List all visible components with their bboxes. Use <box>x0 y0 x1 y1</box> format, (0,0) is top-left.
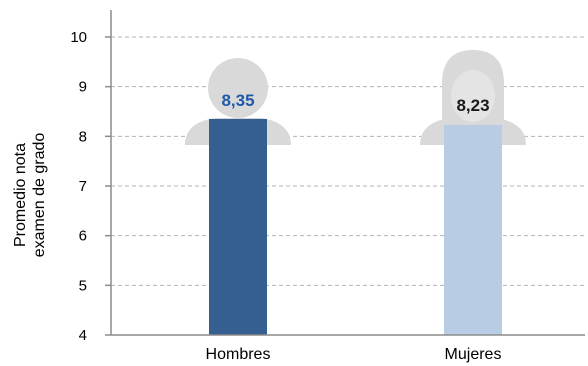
y-tick-label: 6 <box>79 228 87 245</box>
y-tick-label: 8 <box>79 128 87 145</box>
y-axis-ticks: 4 5 6 7 8 9 10 <box>70 29 111 344</box>
bars <box>209 118 502 335</box>
y-tick-label: 9 <box>79 79 87 96</box>
data-label-hombres: 8,35 <box>221 91 254 110</box>
data-labels: 8,35 8,23 <box>221 91 489 115</box>
data-label-mujeres: 8,23 <box>456 96 489 115</box>
x-axis-categories: Hombres Mujeres <box>206 346 502 363</box>
gridlines <box>111 36 585 286</box>
y-axis-title-line-2: examen de grado <box>31 133 48 258</box>
x-category-label: Mujeres <box>445 346 502 363</box>
y-tick-label: 4 <box>79 327 87 344</box>
y-tick-label: 5 <box>79 277 87 294</box>
y-tick-label: 7 <box>79 178 87 195</box>
x-category-label: Hombres <box>206 346 271 363</box>
y-axis-title-line-1: Promedio nota <box>12 143 29 247</box>
y-tick-label: 10 <box>70 29 87 46</box>
y-axis-title: Promedio nota examen de grado <box>12 133 48 258</box>
bar-hombres <box>209 118 267 335</box>
bar-mujeres <box>444 124 502 335</box>
